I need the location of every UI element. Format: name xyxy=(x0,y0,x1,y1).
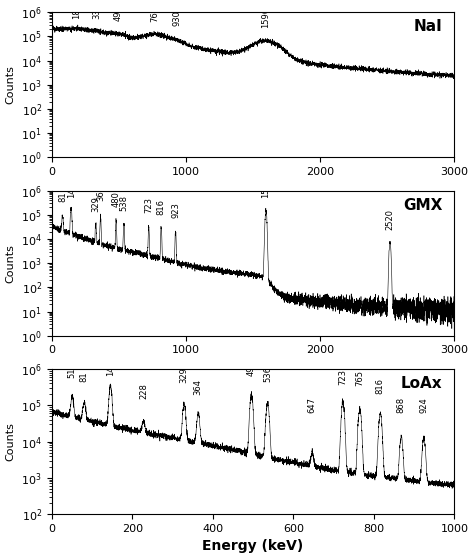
Text: 723: 723 xyxy=(338,369,347,385)
Text: 496: 496 xyxy=(247,361,256,376)
Text: GMX: GMX xyxy=(403,198,442,213)
Text: 1596: 1596 xyxy=(262,7,271,28)
X-axis label: Energy (keV): Energy (keV) xyxy=(202,539,304,553)
Text: 816: 816 xyxy=(376,378,385,394)
Text: 2520: 2520 xyxy=(385,210,394,230)
Text: 329: 329 xyxy=(91,196,100,212)
Y-axis label: Counts: Counts xyxy=(6,244,16,283)
Y-axis label: Counts: Counts xyxy=(6,65,16,104)
Text: NaI: NaI xyxy=(414,20,442,35)
Text: LoAx: LoAx xyxy=(401,376,442,391)
Text: 1596: 1596 xyxy=(262,177,271,198)
Text: 364: 364 xyxy=(96,185,105,201)
Text: 536: 536 xyxy=(263,366,272,382)
Text: 329: 329 xyxy=(180,367,189,383)
Text: 336: 336 xyxy=(92,3,101,20)
Text: 768: 768 xyxy=(150,6,159,22)
Text: 364: 364 xyxy=(194,379,203,395)
Text: 480: 480 xyxy=(111,191,120,207)
Text: 228: 228 xyxy=(139,383,148,400)
Text: 924: 924 xyxy=(419,397,428,413)
Text: 51: 51 xyxy=(68,368,77,378)
Text: 81: 81 xyxy=(58,191,67,202)
Text: 188: 188 xyxy=(73,3,82,20)
Text: 146: 146 xyxy=(106,361,115,376)
Text: 923: 923 xyxy=(171,202,180,218)
Text: 930: 930 xyxy=(172,11,181,26)
Text: 765: 765 xyxy=(356,371,365,386)
Text: 81: 81 xyxy=(80,372,89,382)
Text: 538: 538 xyxy=(119,195,128,211)
Text: 868: 868 xyxy=(397,396,406,413)
Y-axis label: Counts: Counts xyxy=(6,422,16,461)
Text: 492: 492 xyxy=(113,5,122,21)
Text: 723: 723 xyxy=(144,197,153,212)
Text: 647: 647 xyxy=(308,396,317,413)
Text: 145: 145 xyxy=(67,182,76,198)
Text: 816: 816 xyxy=(157,198,166,215)
